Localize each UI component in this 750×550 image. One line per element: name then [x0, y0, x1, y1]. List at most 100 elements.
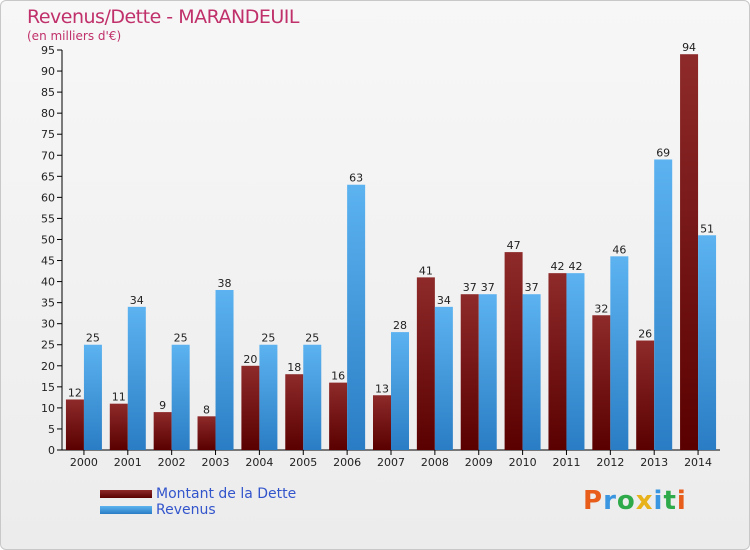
- data-label-revenus: 25: [174, 332, 188, 345]
- legend-label-revenus: Revenus: [156, 502, 216, 518]
- y-tick-label: 95: [41, 44, 55, 57]
- bar-revenus: [83, 344, 102, 450]
- bar-dette: [329, 382, 348, 450]
- data-label-dette: 9: [159, 399, 166, 412]
- bar-dette: [65, 399, 84, 450]
- legend-item-revenus: Revenus: [100, 502, 296, 518]
- y-tick-label: 25: [41, 339, 55, 352]
- x-tick-label: 2011: [552, 456, 580, 469]
- data-label-dette: 94: [682, 41, 696, 54]
- data-label-dette: 41: [419, 264, 433, 277]
- legend-item-dette: Montant de la Dette: [100, 486, 296, 502]
- bar-revenus: [347, 184, 366, 450]
- y-tick-label: 80: [41, 107, 55, 120]
- data-label-dette: 8: [203, 403, 210, 416]
- bar-dette: [109, 403, 128, 450]
- bar-revenus: [434, 306, 453, 450]
- y-tick-label: 85: [41, 86, 55, 99]
- y-tick-label: 45: [41, 255, 55, 268]
- data-label-revenus: 28: [393, 319, 407, 332]
- data-label-revenus: 42: [568, 260, 582, 273]
- chart-labels: 12 25 11 34 9 25 8 38 20 25 18 25 16 63 13 28 41 34 37 37 47…: [68, 41, 714, 416]
- chart-title: Revenus/Dette - MARANDEUIL: [27, 6, 299, 28]
- legend-swatch-dette: [100, 490, 152, 498]
- data-label-revenus: 51: [700, 222, 714, 235]
- logo-letter: i: [676, 486, 687, 516]
- data-label-dette: 16: [331, 370, 345, 383]
- chart-axes: 0 5 10 15 20 25 30 35 40 45 50 55 60 65 70 75 80 85 90 95 20…: [41, 44, 720, 469]
- bar-dette: [153, 412, 172, 450]
- y-tick-label: 20: [41, 360, 55, 373]
- y-tick-label: 15: [41, 381, 55, 394]
- data-label-revenus: 25: [305, 332, 319, 345]
- bar-dette: [680, 54, 699, 451]
- bar-dette: [548, 273, 567, 450]
- data-label-revenus: 25: [261, 332, 275, 345]
- bar-dette: [460, 294, 479, 450]
- bar-revenus: [522, 294, 541, 450]
- data-label-dette: 32: [594, 302, 608, 315]
- bar-dette: [636, 340, 655, 450]
- bar-revenus: [698, 235, 717, 450]
- data-label-revenus: 37: [525, 281, 539, 294]
- y-tick-label: 90: [41, 65, 55, 78]
- data-label-dette: 13: [375, 382, 389, 395]
- data-label-revenus: 37: [481, 281, 495, 294]
- bar-dette: [241, 365, 260, 450]
- data-label-dette: 47: [507, 239, 521, 252]
- data-label-dette: 26: [638, 328, 652, 341]
- x-tick-label: 2005: [289, 456, 317, 469]
- bar-dette: [504, 252, 523, 450]
- bar-revenus: [566, 273, 585, 450]
- bar-dette: [285, 374, 304, 450]
- y-tick-label: 0: [48, 444, 55, 457]
- x-tick-label: 2004: [245, 456, 273, 469]
- bar-revenus: [303, 344, 322, 450]
- bar-revenus: [215, 290, 234, 450]
- data-label-revenus: 34: [437, 294, 451, 307]
- y-tick-label: 60: [41, 191, 55, 204]
- bar-dette: [592, 315, 611, 450]
- y-tick-label: 70: [41, 149, 55, 162]
- chart-subtitle: (en milliers d'€): [27, 29, 122, 43]
- logo-letter: P: [583, 486, 604, 516]
- bar-dette: [373, 395, 391, 450]
- legend-label-dette: Montant de la Dette: [156, 486, 297, 502]
- y-tick-label: 50: [41, 233, 55, 246]
- logo-letter: o: [616, 486, 636, 516]
- bar-dette: [416, 277, 435, 450]
- bar-dette: [197, 416, 216, 450]
- x-tick-label: 2014: [684, 456, 712, 469]
- x-tick-label: 2010: [509, 456, 537, 469]
- bar-revenus: [478, 294, 497, 450]
- chart-bars: [65, 54, 717, 451]
- y-tick-label: 10: [41, 402, 55, 415]
- x-tick-label: 2007: [377, 456, 405, 469]
- x-tick-label: 2000: [70, 456, 98, 469]
- y-tick-label: 5: [48, 423, 55, 436]
- data-label-dette: 11: [112, 391, 126, 404]
- x-tick-label: 2006: [333, 456, 361, 469]
- bar-revenus: [127, 306, 146, 450]
- logo-letter: i: [653, 486, 664, 516]
- legend-swatch-revenus: [100, 506, 152, 514]
- data-label-dette: 42: [550, 260, 564, 273]
- bar-revenus: [610, 256, 629, 450]
- x-tick-label: 2003: [202, 456, 230, 469]
- bar-revenus: [654, 159, 673, 450]
- data-label-revenus: 63: [349, 172, 363, 185]
- bar-revenus: [171, 344, 190, 450]
- x-tick-label: 2002: [158, 456, 186, 469]
- data-label-revenus: 46: [612, 243, 626, 256]
- bar-revenus: [391, 332, 409, 450]
- x-tick-label: 2008: [421, 456, 449, 469]
- y-tick-label: 35: [41, 297, 55, 310]
- data-label-revenus: 25: [86, 332, 100, 345]
- x-tick-label: 2012: [596, 456, 624, 469]
- y-tick-label: 65: [41, 170, 55, 183]
- legend: Montant de la Dette Revenus: [100, 486, 296, 518]
- x-tick-label: 2001: [114, 456, 142, 469]
- logo-letter: t: [663, 486, 677, 516]
- data-label-dette: 37: [463, 281, 477, 294]
- y-tick-label: 55: [41, 212, 55, 225]
